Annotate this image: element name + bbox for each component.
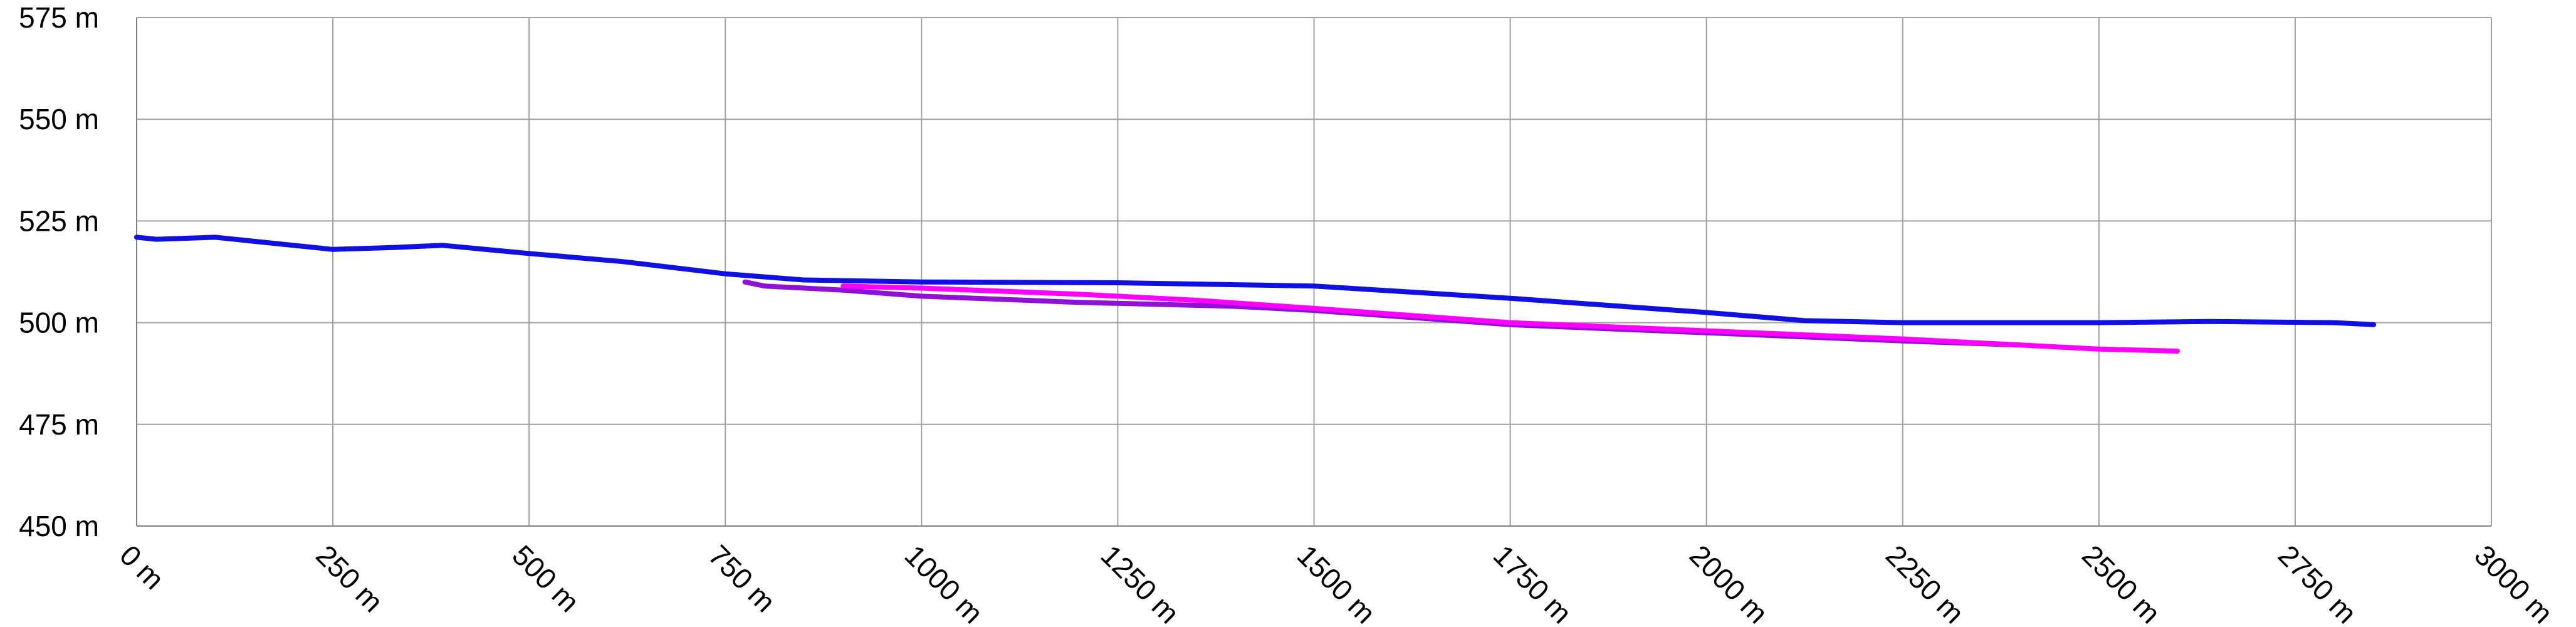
- x-tick-label: 2500 m: [2076, 539, 2167, 627]
- x-tick-label: 3000 m: [2468, 539, 2559, 627]
- axes: [136, 18, 2491, 527]
- x-tick-label: 2750 m: [2272, 539, 2363, 627]
- x-tick-label: 1500 m: [1291, 539, 1382, 627]
- x-tick-label: 250 m: [310, 539, 389, 618]
- grid: [136, 17, 2492, 527]
- x-tick-label: 750 m: [702, 539, 782, 618]
- x-tick-label: 1250 m: [1095, 539, 1186, 627]
- x-tick-labels: 0 m 250 m 500 m 750 m 1000 m 1250 m 1500 m 1750…: [113, 539, 2559, 627]
- y-tick-label: 475 m: [19, 408, 99, 441]
- x-tick-label: 1750 m: [1487, 539, 1578, 627]
- series-line-1: [134, 234, 2377, 327]
- series-line-3: [840, 283, 2181, 354]
- x-tick-label: 1000 m: [899, 539, 990, 627]
- x-tick-label: 2250 m: [1880, 539, 1971, 627]
- y-tick-labels: 450 m 475 m 500 m 525 m 550 m 575 m: [19, 1, 99, 542]
- y-tick-label: 500 m: [19, 307, 99, 339]
- x-tick-label: 500 m: [506, 539, 585, 618]
- x-tick-label: 0 m: [113, 539, 170, 596]
- y-tick-label: 450 m: [19, 510, 99, 542]
- y-tick-label: 550 m: [19, 103, 99, 135]
- y-tick-label: 575 m: [19, 1, 99, 34]
- y-tick-label: 525 m: [19, 204, 99, 237]
- x-tick-label: 2000 m: [1683, 539, 1774, 627]
- series-lines: [134, 234, 2377, 354]
